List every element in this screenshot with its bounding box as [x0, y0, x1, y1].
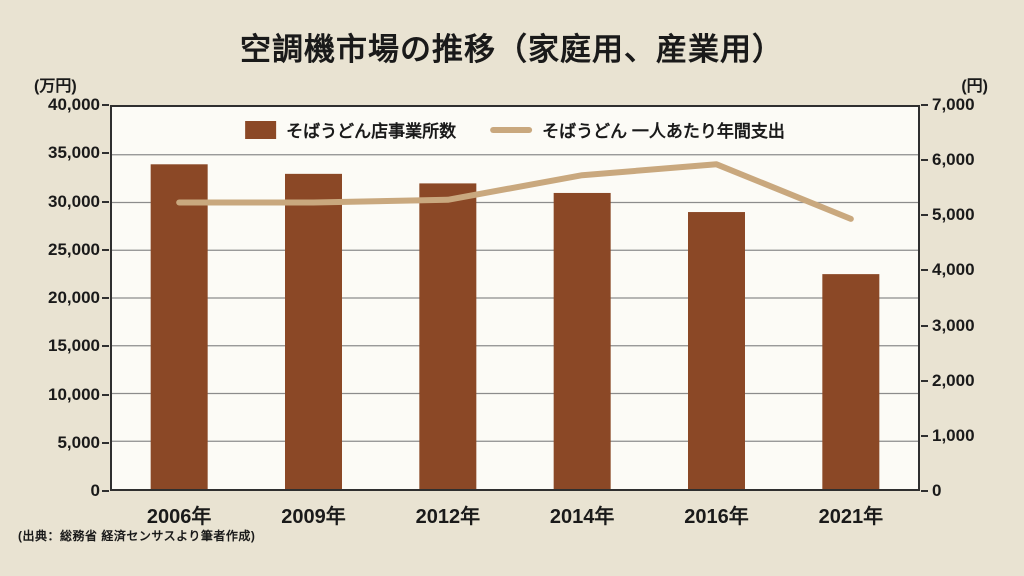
x-axis-label-2006年: 2006年 [146, 506, 212, 528]
left-axis-tick-label: 0 [90, 481, 100, 500]
left-axis-tick-label: 15,000 [48, 336, 100, 356]
right-axis-tick-label: 4,000 [932, 260, 975, 280]
right-axis-tick [921, 490, 928, 492]
left-axis-tick-label: 30,000 [48, 191, 100, 211]
x-axis-label-2014年: 2014年 [549, 506, 615, 528]
right-axis-tick-label: 5,000 [932, 205, 975, 225]
bar-2021年 [822, 274, 880, 489]
left-axis-tick [102, 248, 109, 251]
left-axis-tick-label: 10,000 [48, 384, 100, 404]
bar-2016年 [688, 212, 745, 489]
bar-2012年 [419, 183, 477, 489]
chart-title: 空調機市場の推移（家庭用、産業用） [240, 32, 784, 67]
legend-line-label: そばうどん 一人あたり年間支出 [542, 122, 785, 141]
left-axis-unit-label: (万円) [34, 78, 77, 95]
right-axis-tick [921, 269, 928, 272]
right-axis-tick-label: 6,000 [932, 150, 975, 170]
bar-2014年 [553, 192, 611, 489]
left-axis-tick-label: 5,000 [57, 432, 100, 452]
right-axis-tick-label: 0 [932, 481, 942, 500]
x-axis-label-2009年: 2009年 [281, 506, 346, 528]
right-axis-tick [921, 379, 928, 382]
x-axis-label-2016年: 2016年 [684, 506, 749, 528]
bar-2006年 [150, 164, 208, 489]
legend-bar-swatch-icon [245, 120, 277, 139]
spending-line [176, 161, 854, 222]
left-axis-tick [102, 297, 109, 299]
right-axis-unit-label: (円) [961, 78, 988, 95]
left-axis-tick [102, 200, 109, 203]
left-axis-tick-label: 40,000 [48, 95, 100, 114]
right-axis-tick [921, 214, 928, 217]
right-axis-tick-label: 3,000 [932, 315, 975, 335]
left-axis-tick [102, 441, 109, 444]
left-axis-tick [102, 104, 109, 106]
source-note: (出典：総務省 経済センサスより筆者作成) [18, 529, 256, 543]
right-axis-tick-label: 1,000 [932, 425, 975, 445]
right-axis-tick-label: 7,000 [932, 95, 975, 114]
legend-bar-label: そばうどん店事業所数 [286, 122, 457, 141]
left-axis-tick [102, 393, 109, 396]
x-axis-label-2012年: 2012年 [415, 506, 481, 528]
legend-line-swatch-icon [490, 126, 533, 133]
left-axis-tick-label: 25,000 [48, 239, 100, 259]
x-axis-label-2021年: 2021年 [818, 506, 884, 528]
left-axis-tick [102, 490, 109, 492]
left-axis-tick [102, 152, 109, 155]
right-axis-tick [921, 159, 928, 162]
right-axis-tick [921, 104, 928, 106]
right-axis-tick-label: 2,000 [932, 370, 975, 390]
left-axis-tick-label: 35,000 [48, 143, 100, 163]
legend: そばうどん店事業所数 そばうどん 一人あたり年間支出 [245, 117, 785, 142]
right-axis-tick [921, 434, 928, 437]
left-axis-tick [102, 345, 109, 348]
chart-canvas [112, 154, 918, 489]
bar-2009年 [285, 173, 342, 489]
plot-area: そばうどん店事業所数 そばうどん 一人あたり年間支出 [110, 105, 920, 491]
left-axis-tick-label: 20,000 [48, 288, 100, 307]
right-axis-tick [921, 324, 928, 327]
